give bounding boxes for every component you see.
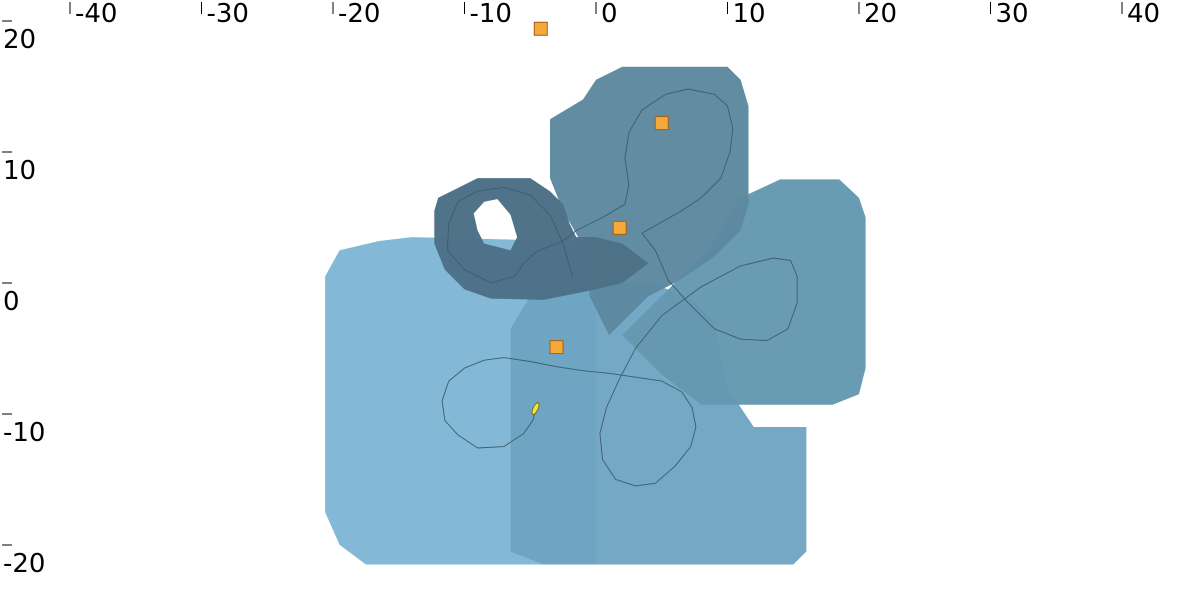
y-tick-label: 0 xyxy=(3,287,20,317)
coverage-regions xyxy=(325,66,866,565)
y-tick-label: -10 xyxy=(3,418,45,448)
x-tick-label: -40 xyxy=(75,0,117,29)
marker-layer xyxy=(531,21,669,416)
x-tick-label: -20 xyxy=(338,0,380,29)
marker-2 xyxy=(654,116,669,131)
x-tick-label: 20 xyxy=(864,0,897,29)
end-marker xyxy=(531,402,540,416)
x-tick-label: 10 xyxy=(733,0,766,29)
y-axis: 20 10 0 -10 -20 xyxy=(2,20,45,579)
y-tick-label: 20 xyxy=(3,25,36,55)
region-3 xyxy=(622,179,866,405)
x-axis: -40 -30 -20 -10 0 10 20 30 40 xyxy=(69,0,1160,29)
trajectory-layer xyxy=(441,88,798,487)
marker-3 xyxy=(612,220,627,235)
y-tick-label: -20 xyxy=(3,549,45,579)
x-tick-label: 30 xyxy=(996,0,1029,29)
region-5 xyxy=(434,178,649,300)
x-tick-label: -30 xyxy=(207,0,249,29)
x-tick-label: -10 xyxy=(470,0,512,29)
x-tick-label: 40 xyxy=(1127,0,1160,29)
x-tick-label: 0 xyxy=(601,0,618,29)
marker-4 xyxy=(549,340,564,355)
y-tick-label: 10 xyxy=(3,156,36,186)
marker-1 xyxy=(533,21,548,36)
trajectory-line xyxy=(441,88,798,487)
region-2 xyxy=(510,282,807,565)
